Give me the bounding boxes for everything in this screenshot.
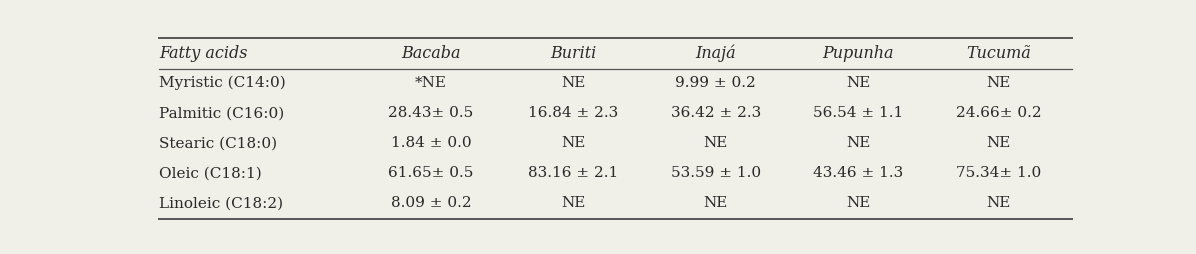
Text: 1.84 ± 0.0: 1.84 ± 0.0 [391, 136, 471, 150]
Text: Tucumã: Tucumã [966, 45, 1031, 62]
Text: NE: NE [703, 136, 728, 150]
Text: Buriti: Buriti [550, 45, 597, 62]
Text: *NE: *NE [415, 76, 447, 90]
Text: Bacaba: Bacaba [401, 45, 460, 62]
Text: 8.09 ± 0.2: 8.09 ± 0.2 [391, 196, 471, 210]
Text: 24.66± 0.2: 24.66± 0.2 [956, 106, 1042, 120]
Text: 53.59 ± 1.0: 53.59 ± 1.0 [671, 166, 761, 180]
Text: Palmitic (C16:0): Palmitic (C16:0) [159, 106, 283, 120]
Text: Myristic (C14:0): Myristic (C14:0) [159, 76, 286, 90]
Text: NE: NE [846, 196, 871, 210]
Text: NE: NE [561, 136, 586, 150]
Text: NE: NE [846, 76, 871, 90]
Text: 61.65± 0.5: 61.65± 0.5 [389, 166, 474, 180]
Text: Stearic (C18:0): Stearic (C18:0) [159, 136, 277, 150]
Text: 28.43± 0.5: 28.43± 0.5 [389, 106, 474, 120]
Text: 83.16 ± 2.1: 83.16 ± 2.1 [529, 166, 618, 180]
Text: Oleic (C18:1): Oleic (C18:1) [159, 166, 262, 180]
Text: 16.84 ± 2.3: 16.84 ± 2.3 [529, 106, 618, 120]
Text: NE: NE [987, 76, 1011, 90]
Text: Fatty acids: Fatty acids [159, 45, 248, 62]
Text: NE: NE [987, 136, 1011, 150]
Text: Inajá: Inajá [695, 44, 736, 62]
Text: 36.42 ± 2.3: 36.42 ± 2.3 [671, 106, 761, 120]
Text: 75.34± 1.0: 75.34± 1.0 [956, 166, 1042, 180]
Text: NE: NE [987, 196, 1011, 210]
Text: NE: NE [703, 196, 728, 210]
Text: 9.99 ± 0.2: 9.99 ± 0.2 [676, 76, 756, 90]
Text: NE: NE [561, 76, 586, 90]
Text: 43.46 ± 1.3: 43.46 ± 1.3 [813, 166, 903, 180]
Text: Pupunha: Pupunha [823, 45, 893, 62]
Text: NE: NE [846, 136, 871, 150]
Text: NE: NE [561, 196, 586, 210]
Text: 56.54 ± 1.1: 56.54 ± 1.1 [813, 106, 903, 120]
Text: Linoleic (C18:2): Linoleic (C18:2) [159, 196, 283, 210]
